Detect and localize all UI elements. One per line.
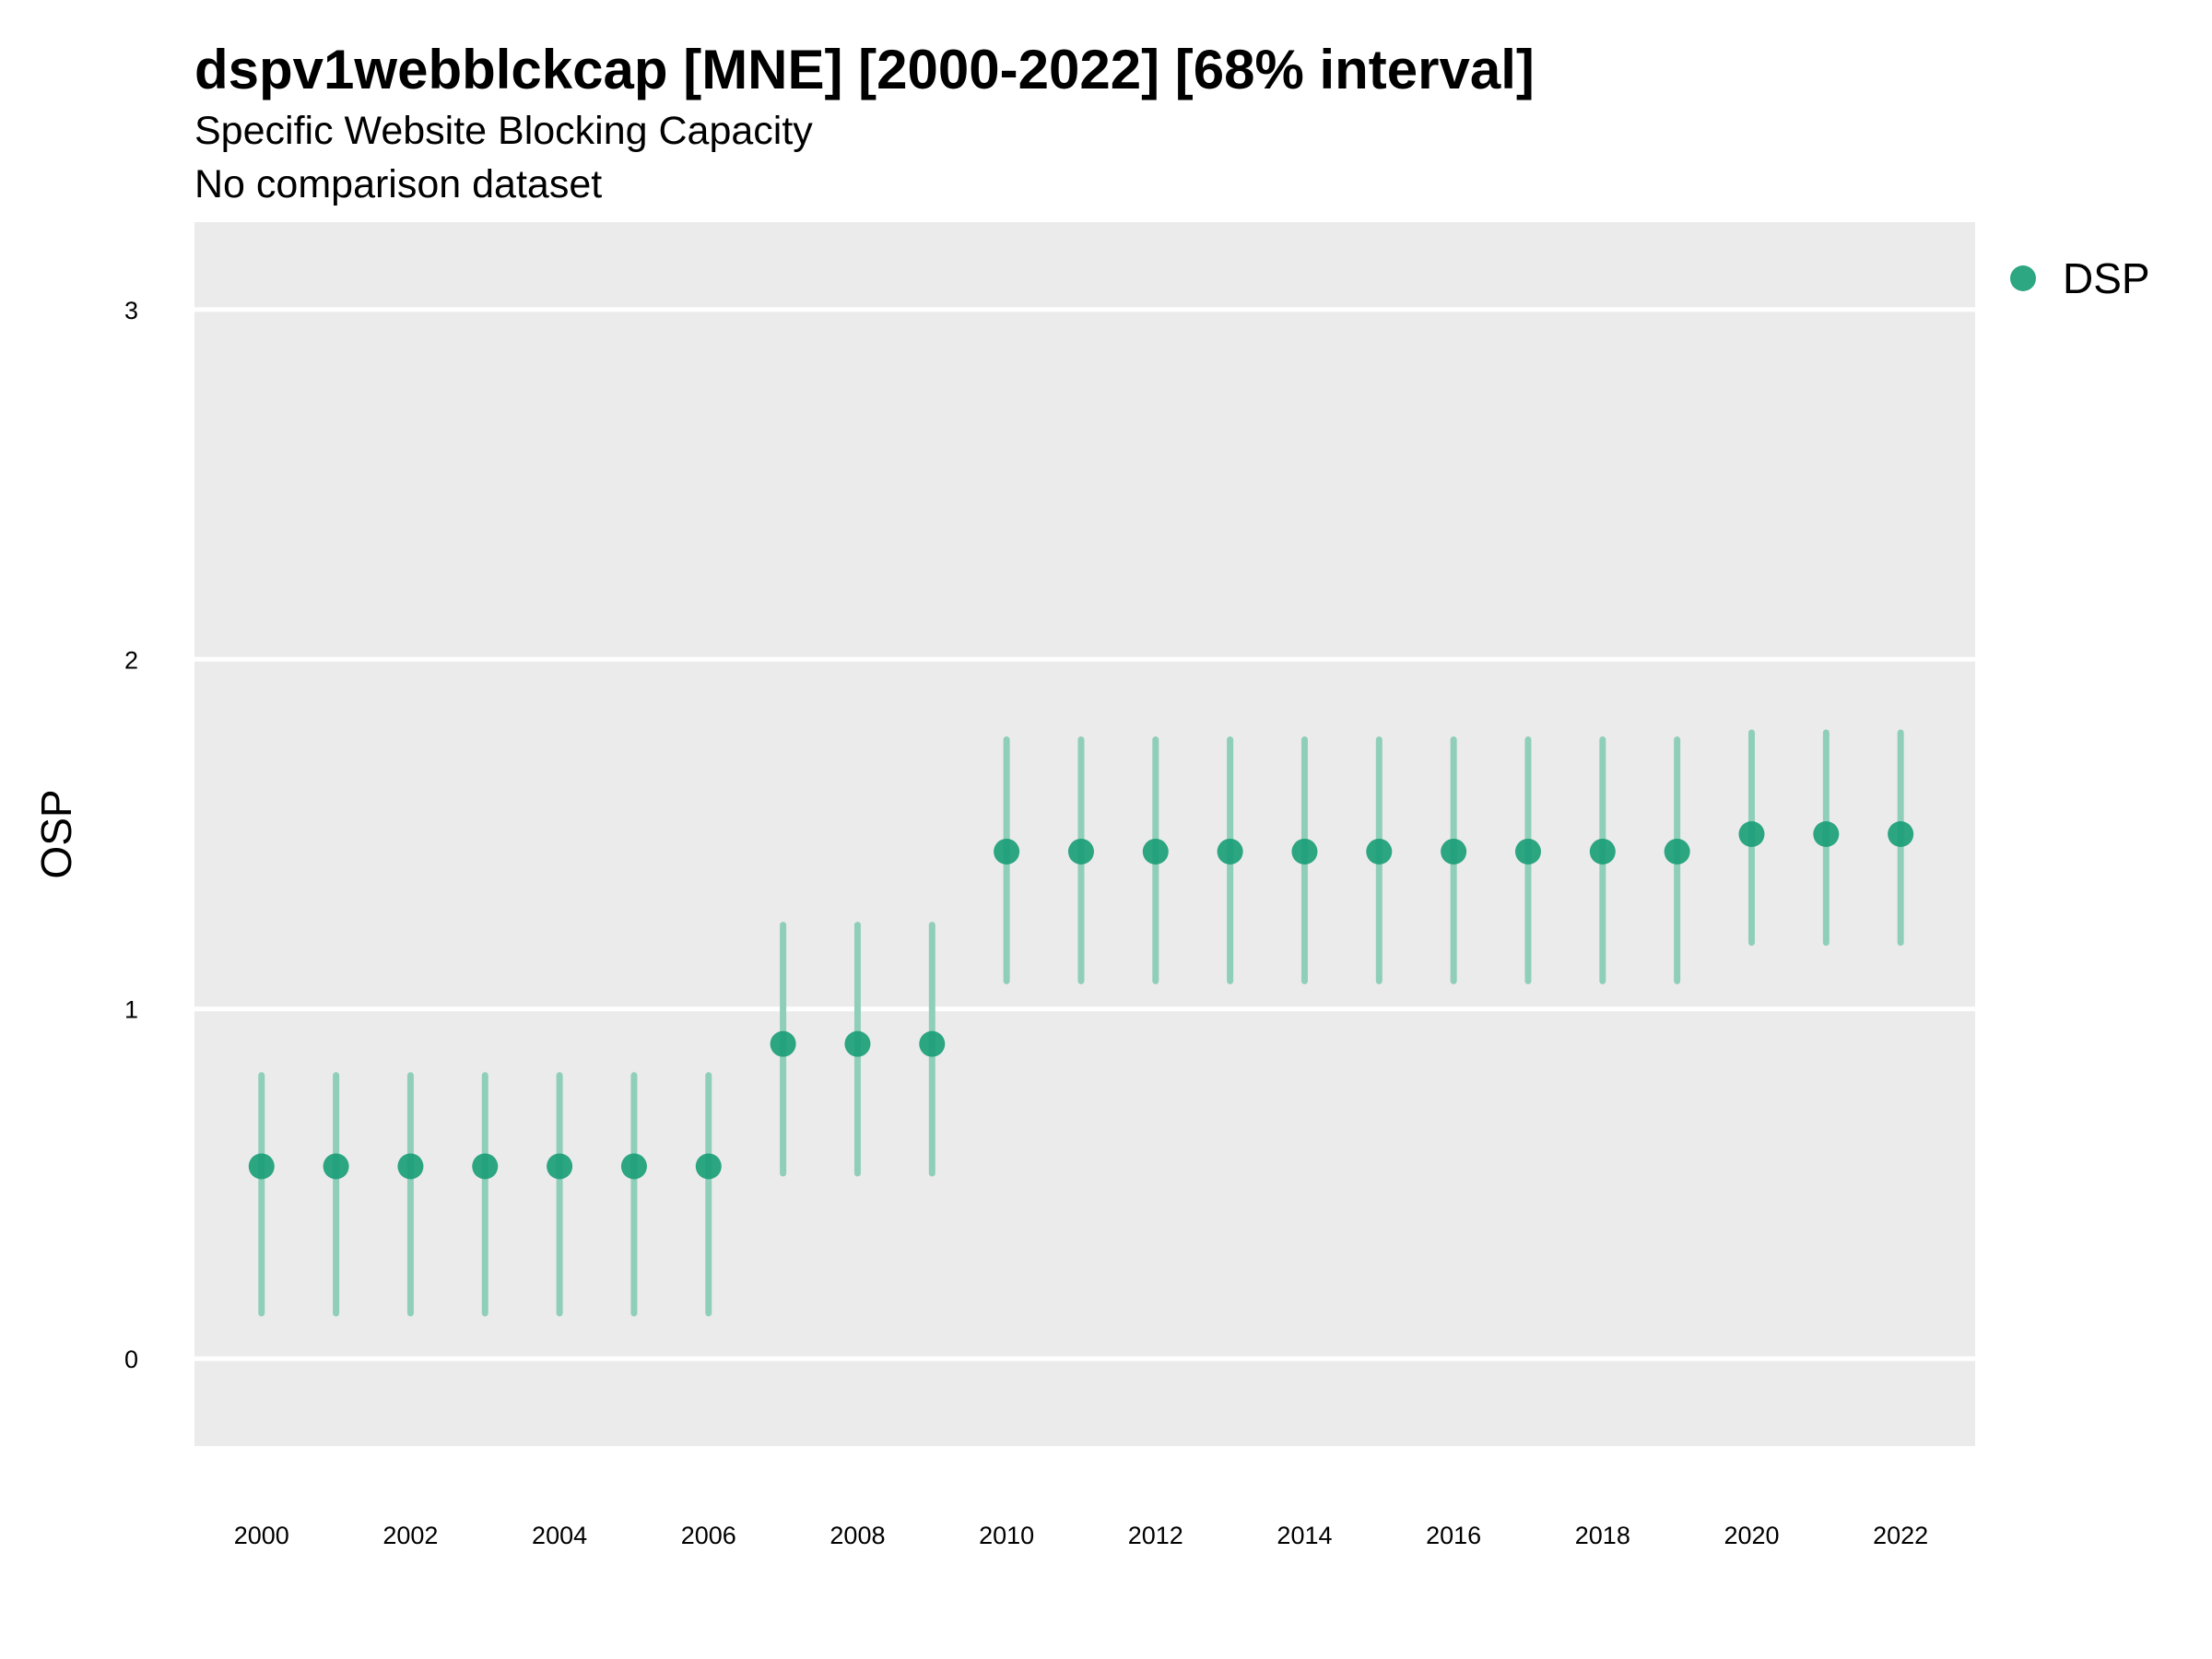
x-tick-label: 2000 [234,1522,289,1549]
data-point [1514,838,1541,865]
chart-title: dspv1webblckcap [MNE] [2000-2022] [68% i… [194,39,1535,100]
data-point [1589,838,1616,865]
gridlines [194,307,1975,1361]
x-tick-label: 2016 [1426,1522,1481,1549]
data-point [1738,821,1765,847]
data-point [1217,838,1243,865]
y-tick-label: 2 [124,646,138,674]
x-tick-label: 2006 [681,1522,736,1549]
y-tick-label: 3 [124,297,138,324]
data-point [1441,838,1467,865]
legend: DSP [2010,254,2150,302]
x-tick-label: 2008 [830,1522,885,1549]
data-point [1366,838,1393,865]
data-point [1664,838,1690,865]
y-axis-label: OSP [32,789,80,878]
data-point [1888,821,1914,847]
x-tick-label: 2022 [1873,1522,1928,1549]
x-tick-label: 2004 [532,1522,587,1549]
plot-panel [194,222,1975,1446]
x-tick-label: 2010 [979,1522,1034,1549]
data-point [994,838,1020,865]
data-point [397,1153,424,1180]
data-point [1291,838,1318,865]
data-point [695,1153,722,1180]
x-tick-label: 2002 [382,1522,438,1549]
data-point [919,1030,946,1057]
y-tick-label: 1 [124,996,138,1024]
chart-subtitle-secondary: No comparison dataset [194,162,602,206]
y-axis-ticks: 0 1 2 3 [124,297,138,1373]
x-tick-label: 2014 [1277,1522,1332,1549]
data-point [1142,838,1169,865]
data-point [1067,838,1094,865]
data-point [1813,821,1840,847]
data-point [248,1153,275,1180]
data-point [844,1030,871,1057]
data-point [472,1153,499,1180]
x-tick-label: 2012 [1128,1522,1183,1549]
x-tick-label: 2020 [1724,1522,1779,1549]
data-points [248,821,1914,1180]
legend-label-dsp: DSP [2063,254,2150,302]
y-tick-label: 0 [124,1346,138,1373]
chart-subtitle: Specific Website Blocking Capacity [194,109,813,153]
data-point [323,1153,349,1180]
x-tick-label: 2018 [1575,1522,1630,1549]
data-point [620,1153,647,1180]
x-axis-ticks: 2000 2002 2004 2006 2008 2010 2012 2014 2016 2018… [234,1522,1928,1549]
data-point [547,1153,573,1180]
legend-key-dsp [2010,265,2036,291]
data-point [770,1030,796,1057]
